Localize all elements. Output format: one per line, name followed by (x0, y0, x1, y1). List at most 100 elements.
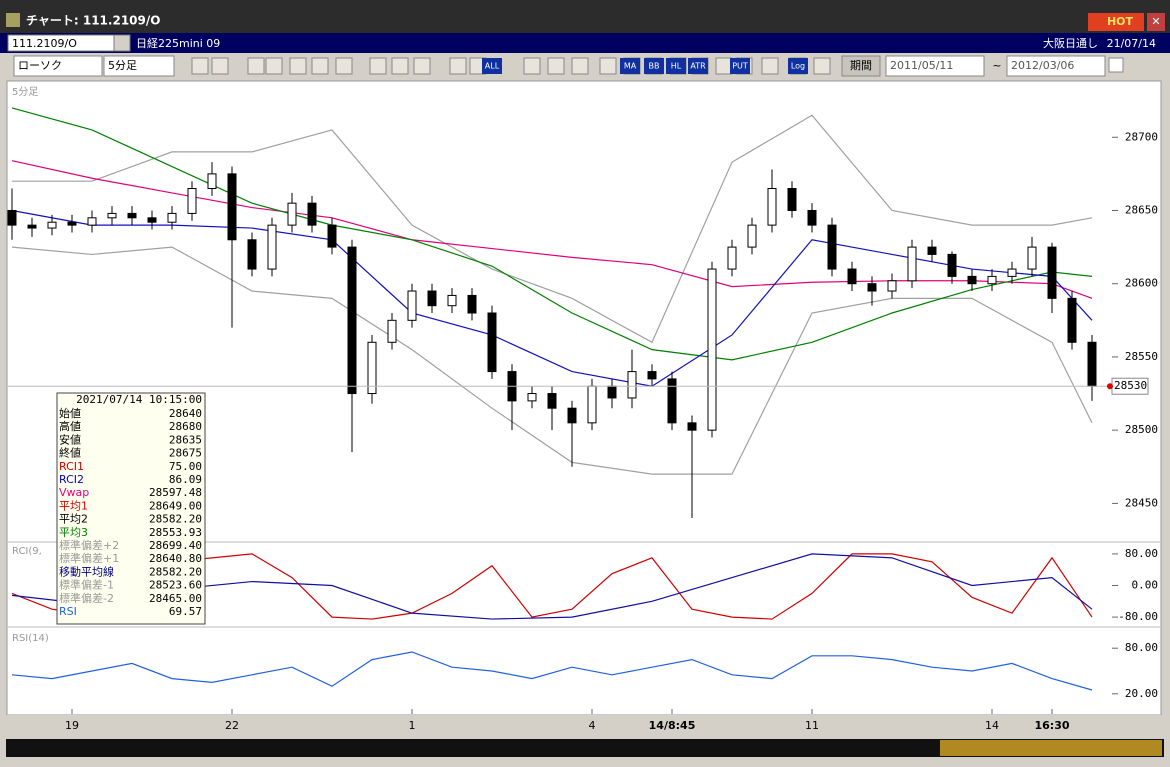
tool-icon[interactable] (335, 57, 353, 75)
info-label: 平均2 (59, 513, 88, 526)
range-label[interactable]: 期間 (850, 59, 872, 72)
tool-icon[interactable] (311, 57, 329, 75)
info-value: 28649.00 (149, 499, 202, 512)
candle-body (707, 268, 717, 431)
tool-icon[interactable] (449, 57, 467, 75)
tool-icon-label[interactable]: HL (671, 62, 682, 71)
tool-icon[interactable] (813, 57, 831, 75)
symbol-dropdown[interactable] (113, 34, 131, 52)
tool-icon[interactable] (599, 57, 617, 75)
info-value: 28680 (169, 420, 202, 433)
period-value[interactable]: 5分足 (108, 59, 137, 72)
close-button[interactable] (1147, 13, 1165, 31)
last-price-label: 28530 (1114, 379, 1147, 392)
info-value: 28640 (169, 407, 202, 420)
tool-icon[interactable] (211, 57, 229, 75)
tool-icon[interactable] (788, 58, 808, 74)
info-label: 始値 (59, 406, 81, 420)
tool-icon-label[interactable]: BB (649, 62, 660, 71)
to-input[interactable] (1006, 55, 1106, 77)
candle-body (727, 246, 737, 270)
from-date[interactable]: 2011/05/11 (890, 59, 953, 72)
candle-body (587, 385, 597, 424)
info-label: Vwap (59, 486, 89, 499)
info-label: 標準偏差+2 (59, 538, 119, 552)
period-select[interactable] (103, 55, 175, 77)
info-label: 標準偏差-1 (59, 578, 114, 592)
tool-icon[interactable] (715, 57, 733, 75)
candle-body (267, 224, 277, 270)
tool-icon[interactable] (730, 58, 750, 74)
tool-icon[interactable] (191, 57, 209, 75)
tool-icon[interactable] (523, 57, 541, 75)
x-tick-label: 1 (409, 719, 416, 732)
y-tick-label: 28600 (1125, 277, 1158, 290)
candle-body (827, 224, 837, 270)
info-label: 標準偏差-2 (59, 591, 114, 605)
tool-icon[interactable] (265, 57, 283, 75)
checkbox[interactable] (1108, 57, 1124, 73)
info-value: 28597.48 (149, 486, 202, 499)
candle-body (527, 393, 537, 402)
tool-icon-label[interactable]: PUT (732, 62, 748, 71)
candle-body (7, 209, 17, 226)
candle-body (487, 312, 497, 373)
tool-icon[interactable] (761, 57, 779, 75)
tool-icon-label[interactable]: ATR (690, 62, 706, 71)
tool-icon[interactable] (571, 57, 589, 75)
tool-icon[interactable] (620, 58, 640, 74)
info-label: RCI2 (59, 473, 84, 486)
tool-icon[interactable] (369, 57, 387, 75)
title-bar (0, 0, 1170, 33)
candle-body (1087, 341, 1097, 387)
info-label: 高値 (59, 419, 81, 433)
candle-body (687, 422, 697, 431)
tool-icon[interactable] (644, 58, 664, 74)
tool-icon[interactable] (413, 57, 431, 75)
info-header: 2021/07/14 10:15:00 (76, 393, 202, 406)
tool-icon[interactable] (247, 57, 265, 75)
tool-icon-label[interactable]: MA (624, 62, 637, 71)
tool-icon[interactable] (482, 58, 502, 74)
info-value: 28553.93 (149, 526, 202, 539)
info-value: 28675 (169, 447, 202, 460)
range-button[interactable] (841, 55, 881, 77)
tool-icon-label[interactable]: ALL (485, 62, 500, 71)
hot-button[interactable] (1088, 13, 1144, 31)
x-tick-label: 14/8:45 (649, 719, 696, 732)
tool-icon[interactable] (547, 57, 565, 75)
info-value: 28635 (169, 433, 202, 446)
x-tick-label: 19 (65, 719, 79, 732)
tool-icon[interactable] (391, 57, 409, 75)
scroll-thumb[interactable] (940, 740, 1162, 756)
info-value: 28640.80 (149, 552, 202, 565)
hot-label[interactable]: HOT (1107, 15, 1134, 28)
style-select[interactable] (13, 55, 103, 77)
info-value: 28523.60 (149, 579, 202, 592)
candle-body (927, 246, 937, 255)
y-tick-label: 80.00 (1125, 641, 1158, 654)
tool-icon-label[interactable]: Log (791, 62, 805, 71)
candle-body (1047, 246, 1057, 299)
info-label: RCI1 (59, 460, 84, 473)
close-icon[interactable]: ✕ (1151, 15, 1160, 28)
info-value: 69.57 (169, 605, 202, 618)
last-price-dot (1107, 383, 1113, 390)
to-date[interactable]: 2012/03/06 (1011, 59, 1074, 72)
tool-icon[interactable] (666, 58, 686, 74)
candle-body (567, 407, 577, 424)
candle-body (1007, 268, 1017, 277)
scrollbar[interactable] (6, 739, 1164, 757)
window-title: チャート: 111.2109/O (26, 14, 160, 28)
symbol-code[interactable]: 111.2109/O (12, 37, 77, 50)
market: 大阪日通し (1043, 36, 1098, 50)
symbol-name: 日経225mini 09 (136, 37, 220, 50)
tool-icon[interactable] (688, 58, 708, 74)
tool-icon[interactable] (289, 57, 307, 75)
x-tick-label: 11 (805, 719, 819, 732)
candle-body (907, 246, 917, 282)
y-tick-label: 20.00 (1125, 687, 1158, 700)
candle-body (607, 385, 617, 399)
from-input[interactable] (885, 55, 985, 77)
style-value[interactable]: ローソク (18, 59, 62, 72)
